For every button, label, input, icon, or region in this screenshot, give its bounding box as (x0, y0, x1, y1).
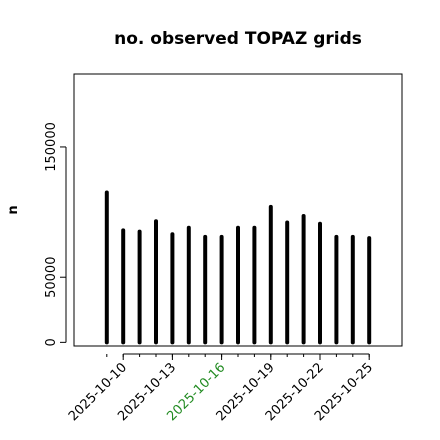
y-tick-label: 0 (44, 338, 59, 346)
y-axis-label: n (6, 205, 21, 214)
plot-frame (73, 73, 403, 347)
y-tick-label: 50000 (44, 257, 59, 298)
chart-title: no. observed TOPAZ grids (114, 29, 362, 49)
y-tick-label: 150000 (44, 122, 59, 172)
plot-marks: 0500001500002025-10-102025-10-132025-10-… (44, 122, 376, 424)
